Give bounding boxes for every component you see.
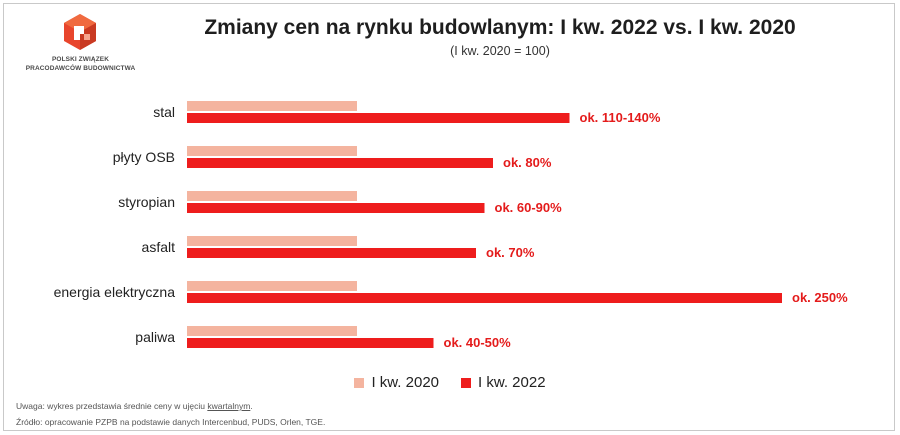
- bar-2022-cat-4: [187, 293, 782, 303]
- bar-2022-cat-2: [187, 203, 485, 213]
- data-label-cat-5: ok. 40-50%: [444, 335, 512, 350]
- chart-subtitle: (I kw. 2020 = 100): [450, 44, 550, 58]
- category-label-cat-2: styropian: [118, 194, 175, 210]
- bar-chart: stal ok. 110-140% płyty OSB ok. 80% styropia…: [54, 101, 848, 350]
- chart-frame: [3, 3, 895, 431]
- data-label-cat-3: ok. 70%: [486, 245, 535, 260]
- pzpb-logo-mark-icon: [64, 14, 96, 50]
- data-label-cat-2: ok. 60-90%: [495, 200, 563, 215]
- legend-label-2022: I kw. 2022: [478, 374, 546, 391]
- note-uwaga: Uwaga: wykres przedstawia średnie ceny w…: [16, 401, 253, 411]
- bar-2022-cat-0: [187, 113, 570, 123]
- bar-2020-cat-1: [187, 146, 357, 156]
- data-label-cat-4: ok. 250%: [792, 290, 848, 305]
- bar-2020-cat-5: [187, 326, 357, 336]
- bar-2022-cat-3: [187, 248, 476, 258]
- bar-2020-cat-0: [187, 101, 357, 111]
- note-uwaga-prefix: Uwaga: wykres przedstawia średnie ceny w…: [16, 401, 208, 411]
- bar-2020-cat-2: [187, 191, 357, 201]
- note-source: Źródło: opracowanie PZPB na podstawie da…: [16, 417, 326, 427]
- bar-2020-cat-3: [187, 236, 357, 246]
- bar-2022-cat-5: [187, 338, 434, 348]
- data-label-cat-1: ok. 80%: [503, 155, 552, 170]
- note-uwaga-suffix: .: [250, 401, 253, 411]
- category-label-cat-4: energia elektryczna: [54, 284, 176, 300]
- category-label-cat-5: paliwa: [135, 329, 175, 345]
- legend-swatch-2020: [354, 377, 365, 388]
- bar-2022-cat-1: [187, 158, 493, 168]
- data-label-cat-0: ok. 110-140%: [580, 110, 661, 125]
- note-uwaga-link[interactable]: kwartalnym: [207, 401, 251, 411]
- bar-2020-cat-4: [187, 281, 357, 291]
- legend-item-2020: I kw. 2020: [354, 374, 439, 391]
- legend-label-2020: I kw. 2020: [371, 374, 439, 391]
- logo-text-line1: POLSKI ZWIĄZEK: [51, 56, 109, 63]
- chart-title: Zmiany cen na rynku budowlanym: I kw. 20…: [204, 16, 796, 39]
- legend: I kw. 2020 I kw. 2022: [0, 374, 900, 391]
- logo-text-line2: PRACODAWCÓW BUDOWNICTWA: [25, 65, 136, 72]
- legend-item-2022: I kw. 2022: [461, 374, 546, 391]
- category-label-cat-1: płyty OSB: [113, 149, 175, 165]
- category-label-cat-0: stal: [153, 104, 175, 120]
- category-label-cat-3: asfalt: [142, 239, 176, 255]
- pzpb-logo: POLSKI ZWIĄZEK PRACODAWCÓW BUDOWNICTWA: [18, 12, 143, 74]
- legend-swatch-2022: [461, 377, 471, 388]
